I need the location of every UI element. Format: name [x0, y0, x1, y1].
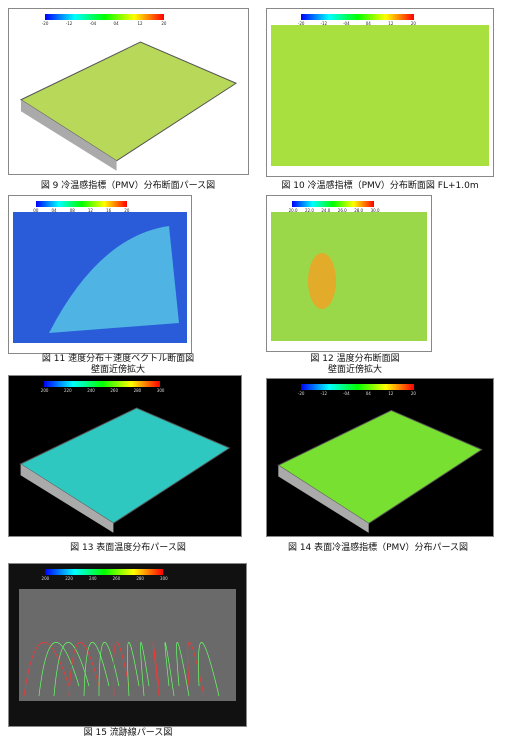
streamline — [113, 642, 130, 697]
figure-caption: 図 10 冷温感指標（PMV）分布断面図 FL+1.0m — [281, 181, 479, 191]
scale-label: 26.0 — [337, 208, 347, 213]
scale-label: 200 — [41, 576, 50, 581]
streamline — [127, 642, 140, 697]
figure-caption: 図 9 冷温感指標（PMV）分布断面パース図 — [40, 181, 216, 191]
figure-caption: 図 13 表面温度分布パース図 — [70, 543, 186, 553]
scale-label: 200 — [40, 388, 49, 393]
scale-label: 220 — [65, 576, 73, 581]
scale-label: 12 — [87, 208, 93, 213]
scale-label: 260 — [112, 576, 121, 581]
field-zone — [49, 226, 179, 333]
figure-image: 200 220 240 260 280 300 — [8, 563, 247, 727]
streamline — [23, 642, 70, 697]
scale-label: 300 — [160, 576, 168, 581]
streamline — [53, 642, 90, 697]
streamline — [68, 642, 100, 697]
color-scale — [36, 201, 128, 207]
streamline — [176, 642, 190, 697]
streamline — [38, 642, 80, 697]
scale-label: -04 — [343, 391, 350, 396]
figure-image: 200 220 240 260 280 300 — [8, 375, 242, 537]
figure-caption: 図 14 表面冷温感指標（PMV）分布パース図 — [287, 543, 469, 553]
scale-label: 12 — [388, 21, 394, 26]
figure-caption: 図 11 速度分布＋速度ベクトル断面図 — [41, 354, 195, 364]
room-side — [20, 99, 117, 171]
scale-label: -20 — [297, 391, 305, 396]
streamline — [83, 642, 110, 697]
scale-label: 04 — [365, 391, 371, 396]
figure-graphic — [277, 409, 483, 533]
scale-label: -12 — [320, 391, 328, 396]
scale-label: 20.0 — [288, 208, 298, 213]
color-scale — [44, 569, 164, 575]
figure-image: -20 -12 -04 04 12 20 — [266, 378, 494, 537]
scale-label: 12 — [137, 21, 143, 26]
scale-label: 16 — [106, 208, 112, 213]
scale-label: 20 — [124, 208, 130, 213]
room-shape — [277, 409, 483, 525]
scale-label: 24.0 — [321, 208, 331, 213]
room-side — [278, 465, 369, 533]
scale-label: 08 — [69, 208, 75, 213]
scale-label: 240 — [88, 576, 97, 581]
room-shape — [19, 41, 238, 162]
color-scale — [43, 381, 160, 387]
color-scale — [44, 14, 165, 20]
scale-label: 220 — [64, 388, 72, 393]
streamline — [152, 642, 160, 697]
streamline — [140, 642, 150, 697]
figure-graphic — [271, 212, 427, 341]
scale-label: -20 — [41, 21, 49, 26]
color-scale — [300, 14, 414, 20]
scale-label: 280 — [133, 388, 142, 393]
scale-label: 20 — [410, 21, 416, 26]
scale-label: 22.0 — [305, 208, 314, 213]
field — [271, 25, 489, 166]
figure-caption: 壁面近傍拡大 — [90, 365, 145, 375]
scale-label: 12 — [388, 391, 394, 396]
figure-image: -20 -12 -04 04 12 20 — [266, 8, 494, 177]
streamline — [187, 642, 205, 697]
scale-label: 04 — [365, 21, 371, 26]
streamline — [198, 642, 220, 697]
color-scale — [291, 201, 374, 207]
color-scale — [300, 384, 414, 390]
field — [271, 212, 427, 341]
scale-label: 20 — [161, 21, 167, 26]
figure-graphic — [19, 589, 236, 701]
figure-caption: 図 12 温度分布断面図 — [310, 354, 400, 364]
figure-graphic — [13, 212, 187, 343]
scale-label: 04 — [113, 21, 119, 26]
figure-caption: 壁面近傍拡大 — [327, 365, 382, 375]
hot-zone — [308, 253, 336, 309]
room-shape — [19, 407, 231, 524]
figure-image: 00 04 08 12 16 20 — [8, 195, 192, 354]
scale-label: -04 — [89, 21, 97, 26]
figure-graphic — [271, 25, 489, 166]
figure-graphic — [19, 41, 238, 171]
scale-label: -12 — [65, 21, 73, 26]
streamline — [164, 642, 175, 697]
scale-label: 280 — [136, 576, 144, 581]
scale-label: 240 — [87, 388, 95, 393]
streamline — [98, 642, 120, 697]
figure-image: -20 -12 -04 04 12 20 — [8, 8, 249, 175]
scale-label: -20 — [297, 21, 305, 26]
room-side — [20, 464, 114, 533]
figure-graphic — [19, 407, 231, 533]
scale-label: 260 — [110, 388, 119, 393]
scale-label: -12 — [320, 21, 328, 26]
figure-caption: 図 15 流跡線パース図 — [83, 728, 173, 738]
scale-label: 20 — [410, 391, 416, 396]
scale-label: 28.0 — [354, 208, 364, 213]
scale-label: 00 — [33, 208, 39, 213]
scale-label: 04 — [51, 208, 57, 213]
scale-label: -04 — [343, 21, 350, 26]
scale-label: 300 — [156, 388, 165, 393]
scale-label: 30.0 — [370, 208, 380, 213]
figure-image: 20.0 22.0 24.0 26.0 28.0 30.0 — [266, 195, 432, 352]
